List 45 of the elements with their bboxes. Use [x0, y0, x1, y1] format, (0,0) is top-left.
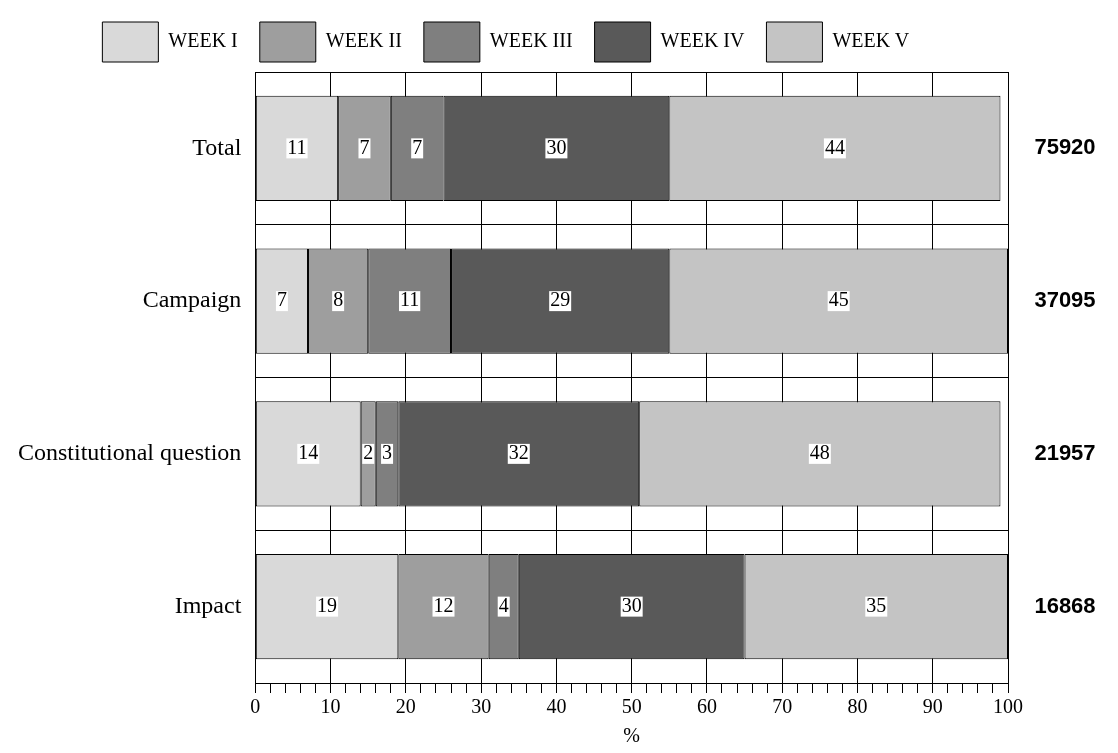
data-label: 44 — [824, 135, 845, 158]
x-tick-label: 50 — [621, 695, 642, 718]
x-tick-label: 80 — [847, 695, 868, 718]
legend-label: WEEK V — [832, 29, 910, 52]
data-label: 4 — [498, 593, 509, 616]
y-tick-label: Constitutional question — [17, 439, 242, 466]
text: 16868 — [1034, 592, 1096, 618]
data-label: 7 — [276, 288, 287, 311]
data-label: 48 — [809, 441, 830, 464]
data-label: 7 — [359, 135, 370, 158]
x-tick-label: 20 — [395, 695, 416, 718]
data-label: 35 — [866, 593, 887, 616]
data-label: 14 — [298, 441, 319, 464]
x-tick-label: 60 — [696, 695, 717, 718]
legend-label: WEEK I — [168, 29, 238, 52]
data-label: 29 — [550, 288, 571, 311]
data-label: 8 — [333, 288, 344, 311]
data-label: 32 — [508, 441, 529, 464]
x-tick-label: 0 — [250, 695, 261, 718]
text: 21957 — [1034, 439, 1096, 465]
data-label: 11 — [287, 135, 307, 158]
x-tick-label: 70 — [772, 695, 793, 718]
x-tick-label: 40 — [546, 695, 567, 718]
y-tick-label: Impact — [174, 591, 242, 618]
x-tick-label: 30 — [471, 695, 492, 718]
data-label: 30 — [621, 593, 642, 616]
y-tick-label: Total — [192, 133, 242, 160]
x-axis-title: % — [623, 724, 640, 747]
x-tick-label: 90 — [922, 695, 943, 718]
data-label: 30 — [546, 135, 567, 158]
text: 37095 — [1034, 287, 1096, 313]
legend-label: WEEK IV — [660, 29, 745, 52]
data-label: 45 — [828, 288, 849, 311]
data-label: 19 — [317, 593, 338, 616]
x-tick-label: 10 — [320, 695, 341, 718]
legend-label: WEEK III — [489, 29, 573, 52]
data-label: 7 — [412, 135, 423, 158]
data-label: 3 — [382, 441, 393, 464]
x-tick-label: 100 — [993, 695, 1023, 718]
y-tick-label: Campaign — [142, 286, 242, 313]
data-label: 2 — [363, 441, 374, 464]
data-label: 11 — [400, 288, 420, 311]
data-label: 12 — [433, 593, 454, 616]
text: 75920 — [1034, 134, 1096, 160]
legend-label: WEEK II — [325, 29, 402, 52]
